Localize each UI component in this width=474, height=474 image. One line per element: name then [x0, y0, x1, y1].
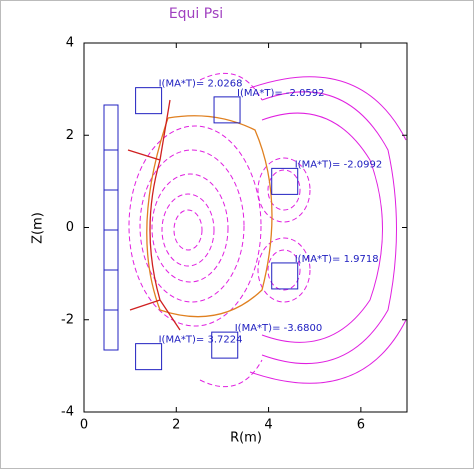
coil-label: I(MA*T)= -2.0592 [237, 88, 324, 99]
pf-coil-stack [103, 104, 119, 351]
coil [211, 331, 239, 359]
x-tick-label: 6 [357, 418, 365, 433]
chart-title: Equi Psi [169, 6, 223, 22]
x-axis-label: R(m) [230, 431, 262, 446]
y-tick-label: -4 [61, 405, 74, 420]
separatrix [146, 115, 273, 318]
coil-label: I(MA*T)= 1.9718 [295, 254, 379, 265]
y-tick-label: 0 [66, 220, 74, 235]
psi-contours [128, 72, 407, 388]
coil [213, 96, 241, 124]
coil-label: I(MA*T)= -2.0992 [295, 159, 383, 170]
limiter [127, 99, 181, 331]
y-tick-label: -2 [61, 312, 74, 327]
coil [135, 343, 163, 371]
coil-label: I(MA*T)= 3.7224 [159, 335, 243, 346]
x-tick-label: 4 [264, 418, 272, 433]
y-tick-label: 4 [66, 36, 74, 51]
x-tick-label: 0 [80, 418, 88, 433]
coil [271, 262, 299, 290]
y-tick-label: 2 [66, 128, 74, 143]
x-tick-label: 2 [172, 418, 180, 433]
coil-label: I(MA*T)= -3.6800 [235, 323, 323, 334]
coil [271, 167, 299, 195]
coil-label: I(MA*T)= 2.0268 [159, 79, 243, 90]
coil [135, 87, 163, 115]
y-axis-label: Z(m) [31, 212, 46, 244]
